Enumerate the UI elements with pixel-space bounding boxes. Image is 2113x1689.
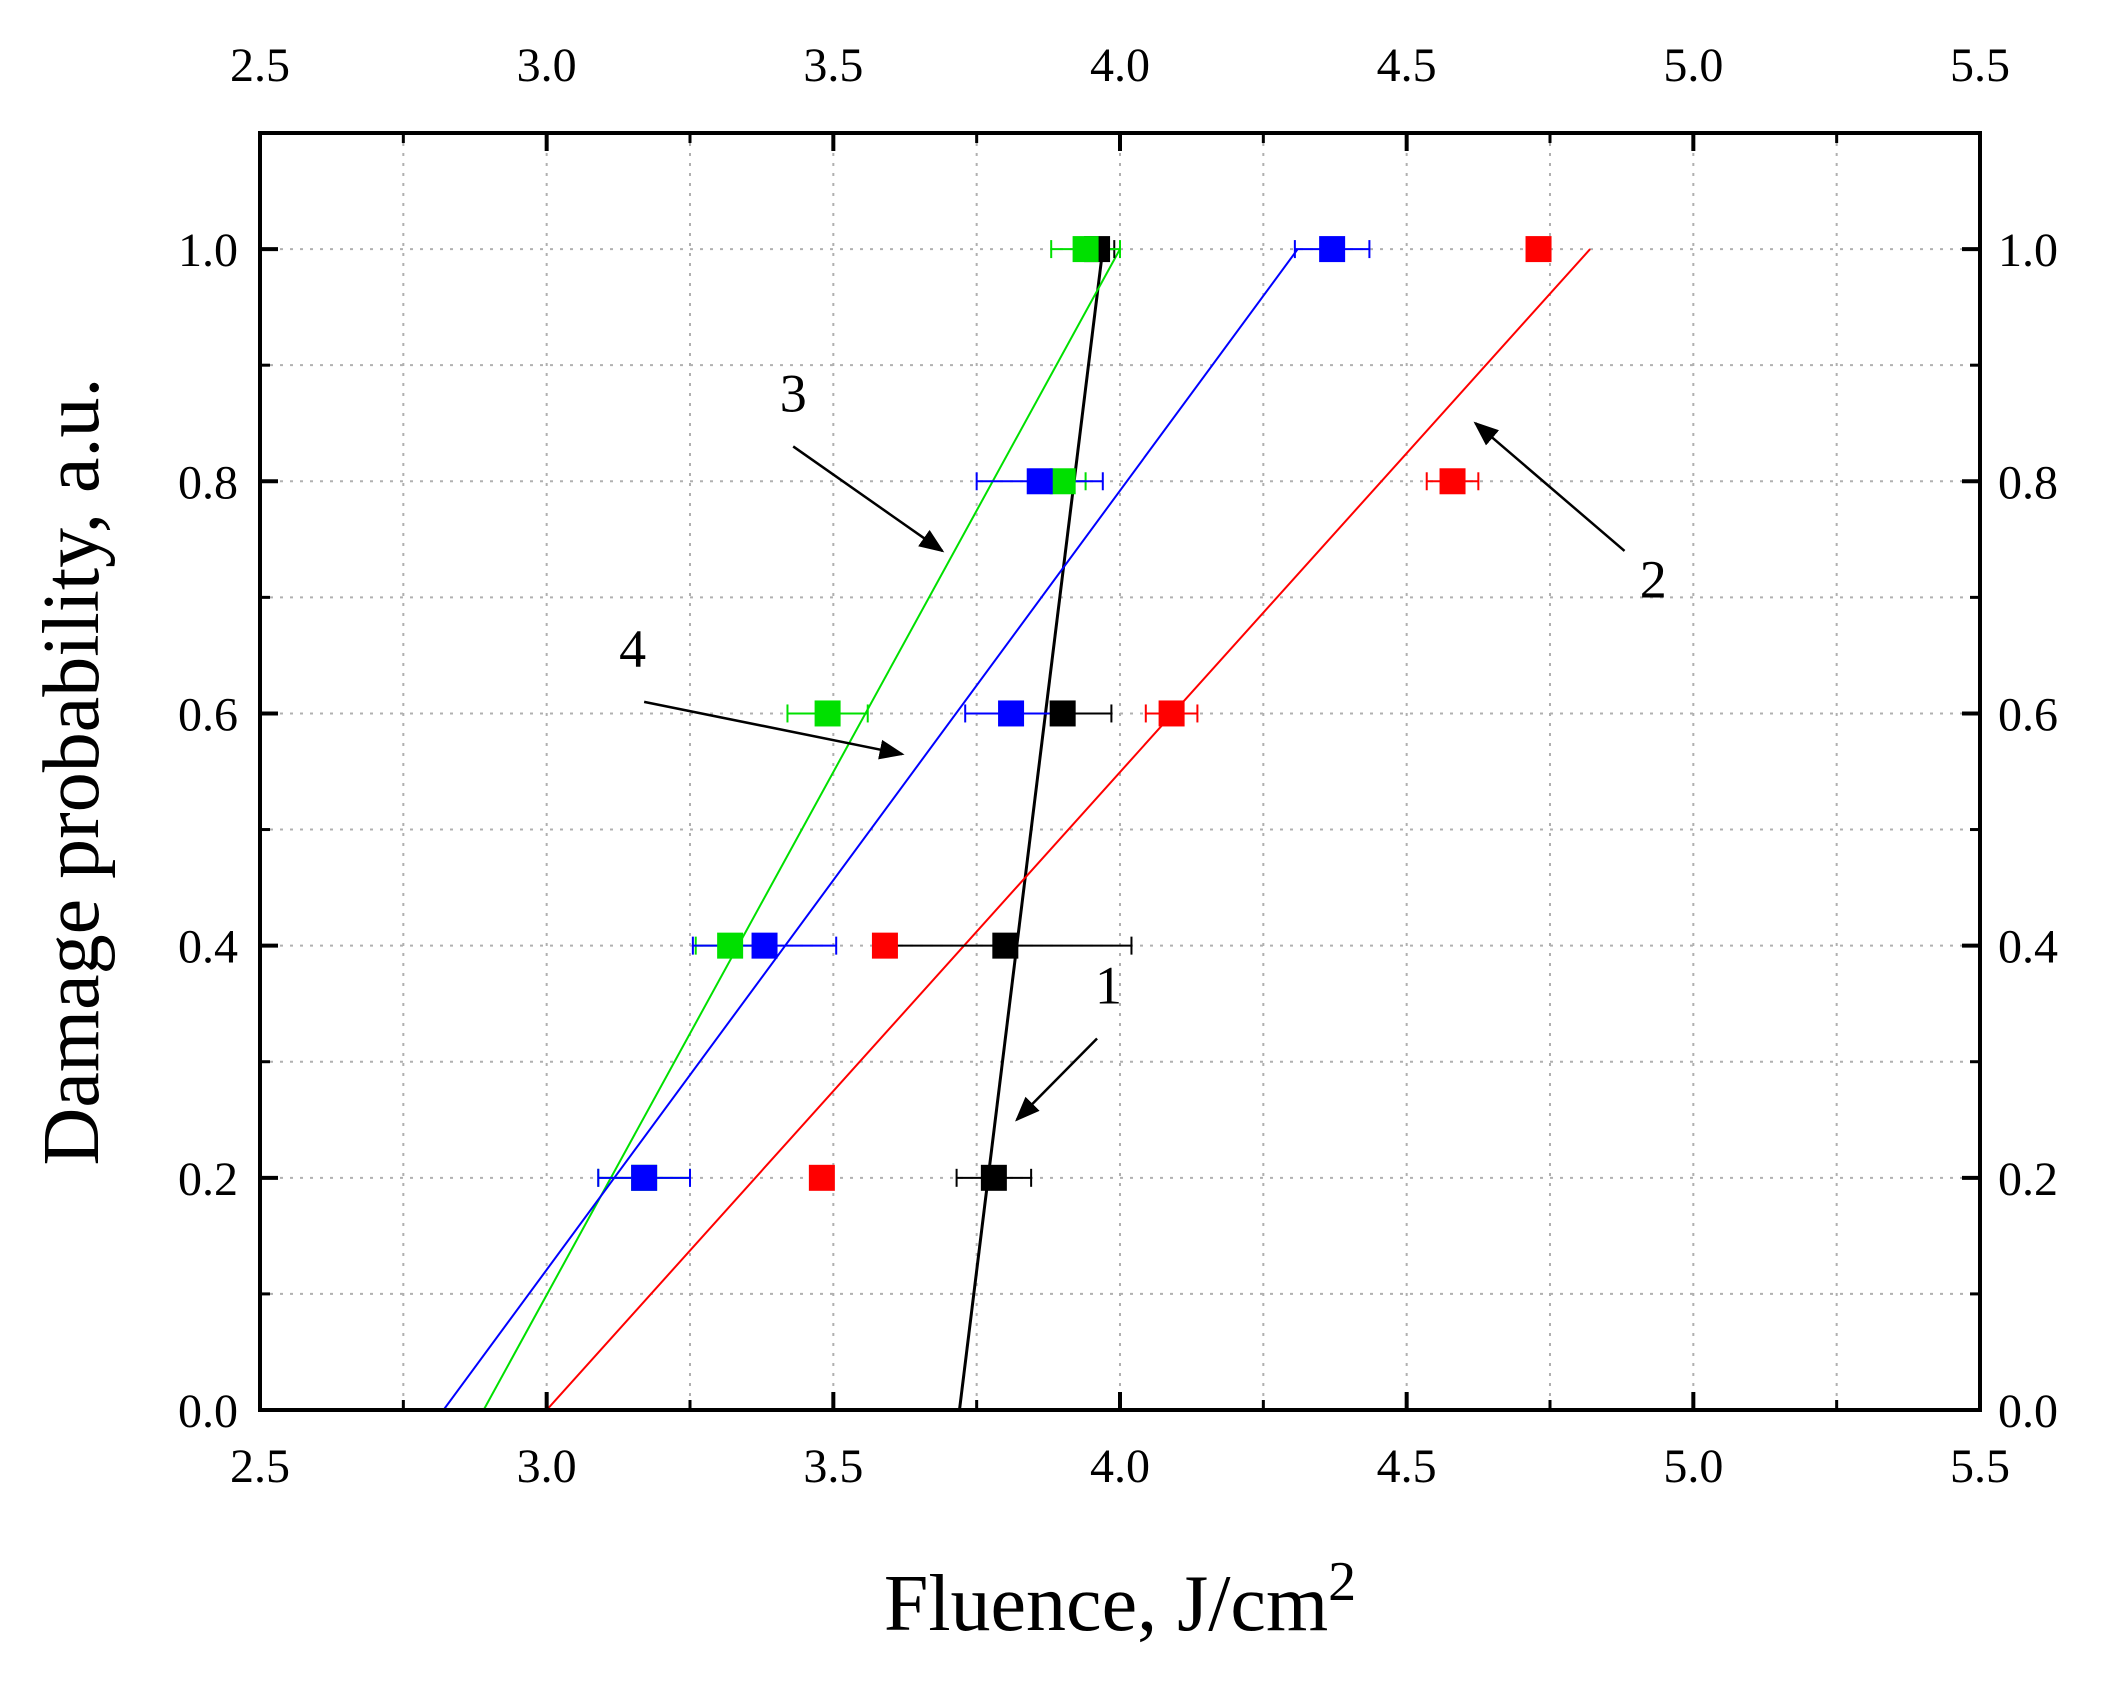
x-tick-label-top: 2.5 [230, 39, 290, 92]
x-tick-label-bottom: 5.0 [1663, 1440, 1723, 1493]
data-point [808, 1164, 835, 1191]
fit-line [545, 248, 1591, 1411]
annotation-label: 3 [780, 364, 807, 424]
annotation-arrow [643, 700, 905, 760]
y-tick-label-right: 1.0 [1998, 224, 2058, 277]
annotation-label: 1 [1095, 956, 1122, 1016]
data-point [751, 932, 778, 959]
y-tick-label-left: 0.8 [178, 456, 238, 509]
grid [260, 132, 1980, 1410]
data-point [998, 700, 1025, 727]
x-tick-label-top: 3.5 [803, 39, 863, 92]
data-point [871, 932, 898, 959]
data-point [1439, 468, 1466, 495]
x-tick-label-bottom: 3.5 [803, 1440, 863, 1493]
fit-line [442, 248, 1299, 1411]
data-point [980, 1164, 1007, 1191]
y-tick-label-right: 0.0 [1998, 1385, 2058, 1438]
annotation-arrow [792, 445, 945, 553]
annotation-label: 2 [1640, 549, 1667, 609]
data-point [717, 932, 744, 959]
x-tick-label-top: 5.0 [1663, 39, 1723, 92]
data-points [631, 236, 1552, 1191]
data-point [1158, 700, 1185, 727]
axis-ticks: 2.5 2.5 3.0 3.0 3.5 3.5 4.0 4.0 4.5 4.5 5.0 5.0 5.5 5… [178, 39, 2058, 1493]
y-axis-title: Damage probability, a.u. [28, 378, 116, 1166]
y-tick-label-left: 0.6 [178, 688, 238, 741]
y-tick-label-right: 0.6 [1998, 688, 2058, 741]
fit-line [482, 248, 1121, 1411]
annotation-arrow [1015, 1037, 1098, 1122]
x-tick-label-bottom: 4.0 [1090, 1440, 1150, 1493]
annotations: 1 2 3 4 [619, 364, 1667, 1122]
x-tick-label-bottom: 5.5 [1950, 1440, 2010, 1493]
y-tick-label-left: 0.2 [178, 1153, 238, 1206]
y-tick-label-left: 0.0 [178, 1385, 238, 1438]
data-point [1072, 236, 1099, 263]
y-tick-label-right: 0.8 [1998, 456, 2058, 509]
x-tick-label-top: 4.5 [1377, 39, 1437, 92]
fit-line [957, 248, 1105, 1411]
x-axis-title-text: Fluence, J/cm [884, 1560, 1328, 1648]
x-tick-label-bottom: 2.5 [230, 1440, 290, 1493]
data-point [1049, 700, 1076, 727]
x-tick-label-top: 3.0 [517, 39, 577, 92]
x-tick-label-bottom: 3.0 [517, 1440, 577, 1493]
annotation-arrow [1473, 421, 1626, 552]
data-point [1026, 468, 1053, 495]
data-point [1525, 236, 1552, 263]
data-point [1049, 468, 1076, 495]
x-axis-title-superscript: 2 [1328, 1551, 1356, 1613]
data-point [992, 932, 1019, 959]
x-tick-label-top: 4.0 [1090, 39, 1150, 92]
fit-lines [442, 248, 1591, 1411]
data-point [1319, 236, 1346, 263]
y-tick-label-right: 0.2 [1998, 1153, 2058, 1206]
x-tick-label-bottom: 4.5 [1377, 1440, 1437, 1493]
data-point [814, 700, 841, 727]
annotation-label: 4 [619, 619, 646, 679]
y-tick-label-left: 1.0 [178, 224, 238, 277]
x-tick-label-top: 5.5 [1950, 39, 2010, 92]
y-tick-label-right: 0.4 [1998, 921, 2058, 974]
data-point [631, 1164, 658, 1191]
y-tick-label-left: 0.4 [178, 921, 238, 974]
x-axis-title: Fluence, J/cm2 [884, 1551, 1356, 1648]
